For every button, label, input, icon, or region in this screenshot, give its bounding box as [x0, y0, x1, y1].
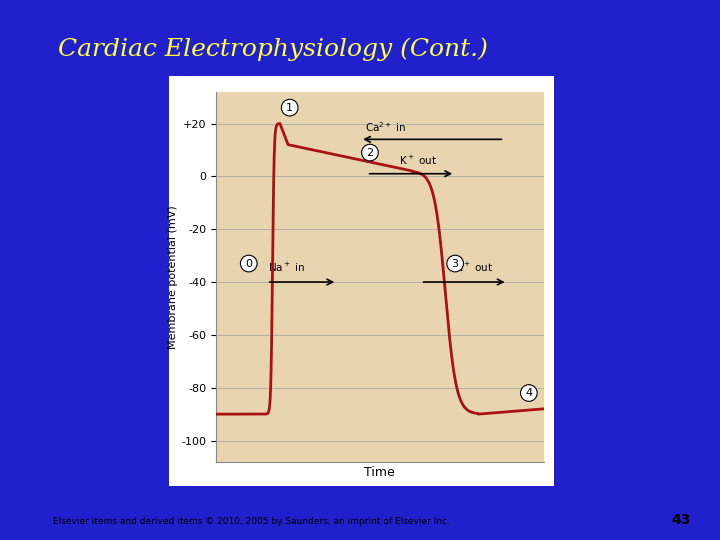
X-axis label: Time: Time — [364, 466, 395, 479]
Text: 2: 2 — [366, 147, 374, 158]
Text: K$^+$ out: K$^+$ out — [455, 261, 493, 274]
Text: 43: 43 — [672, 512, 691, 526]
Y-axis label: Membrane potential (mV): Membrane potential (mV) — [168, 205, 179, 349]
Text: Ca$^{2+}$ in: Ca$^{2+}$ in — [365, 120, 407, 134]
Text: Elsevier items and derived items © 2010, 2005 by Saunders, an imprint of Elsevie: Elsevier items and derived items © 2010,… — [53, 517, 451, 526]
Text: K$^+$ out: K$^+$ out — [400, 154, 438, 167]
Text: 0: 0 — [246, 259, 252, 268]
Text: Na$^+$ in: Na$^+$ in — [269, 261, 306, 274]
Text: 4: 4 — [526, 388, 532, 398]
Text: Cardiac Electrophysiology (Cont.): Cardiac Electrophysiology (Cont.) — [58, 38, 487, 62]
Text: 1: 1 — [287, 103, 293, 113]
Text: 3: 3 — [451, 259, 459, 268]
